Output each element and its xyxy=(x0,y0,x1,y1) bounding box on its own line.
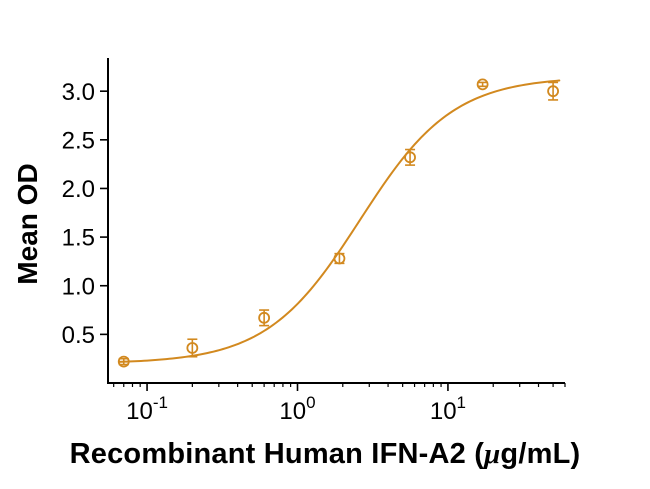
x-axis-label: Recombinant Human IFN-A2 (μg/mL) xyxy=(0,438,650,471)
data-point-marker xyxy=(547,85,559,98)
x-tick-label: 10-1 xyxy=(126,393,168,425)
x-tick-label: 101 xyxy=(430,393,466,425)
y-tick-label: 1.5 xyxy=(62,225,95,252)
x-axis-label-suffix: g/mL) xyxy=(500,438,581,470)
y-tick-label: 0.5 xyxy=(62,322,95,349)
data-point-marker xyxy=(186,342,199,354)
y-tick-label: 3.0 xyxy=(62,79,95,106)
data-point-marker xyxy=(404,151,416,164)
data-point-marker xyxy=(258,311,271,324)
y-tick-label: 2.5 xyxy=(62,127,95,154)
data-point-marker xyxy=(117,355,130,368)
x-axis-label-mu: μ xyxy=(484,438,501,470)
y-axis-label: Mean OD xyxy=(12,163,43,285)
data-point-marker xyxy=(333,252,346,265)
x-axis-label-prefix: Recombinant Human IFN-A2 ( xyxy=(69,438,485,470)
data-point-marker xyxy=(476,78,489,91)
x-tick-label: 100 xyxy=(279,393,315,425)
y-tick-label: 2.0 xyxy=(62,176,95,203)
y-tick-label: 1.0 xyxy=(62,273,95,300)
fit-curve xyxy=(117,79,561,363)
